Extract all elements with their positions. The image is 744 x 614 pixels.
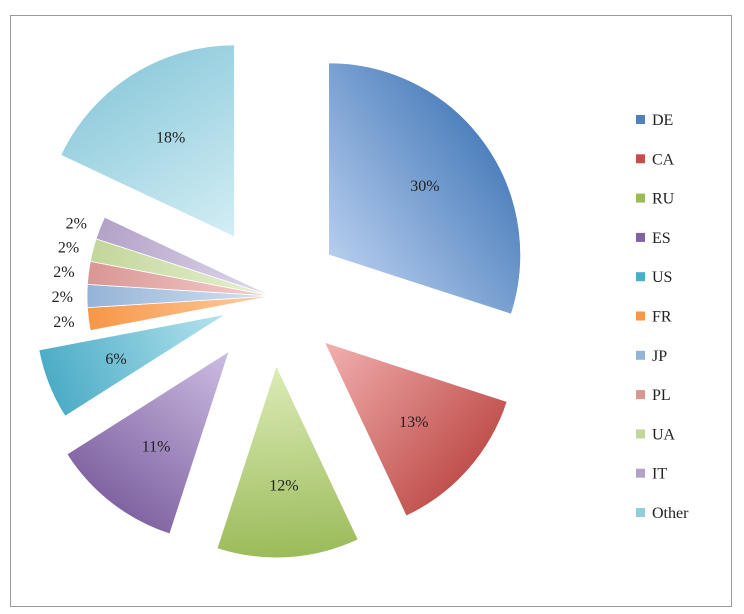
data-label-other: 18% [156,129,185,146]
legend-swatch-pl [636,390,645,400]
legend-swatch-es [636,232,645,242]
data-label-us: 6% [105,351,126,368]
pie-slice-de [328,62,521,315]
legend: DE CA RU ES US FR JP PL UA IT Other [636,112,689,522]
legend-swatch-ca [636,154,645,164]
pie-slice-es [66,350,230,535]
legend-label-jp: JP [652,348,667,365]
legend-label-it: IT [652,466,667,483]
legend-label-us: US [652,269,672,286]
legend-swatch-ru [636,193,645,203]
legend-swatch-us [636,272,645,282]
legend-label-ru: RU [652,191,675,208]
legend-label-other: Other [652,505,689,522]
pie-slices [38,44,521,559]
pie-slice-other [60,44,235,238]
pie-slice-ru [216,364,359,559]
data-label-ru: 12% [269,478,298,495]
data-label-es: 11% [142,438,171,455]
legend-swatch-it [636,468,645,478]
data-label-jp: 2% [52,289,73,306]
data-label-ua: 2% [58,240,79,257]
legend-swatch-de [636,115,645,124]
legend-label-ua: UA [652,426,676,443]
legend-label-ca: CA [652,151,675,168]
legend-label-es: ES [652,230,671,247]
pie-slice-us [38,314,226,417]
data-label-fr: 2% [53,314,74,331]
data-label-ca: 13% [399,414,428,431]
data-label-de: 30% [410,178,439,195]
legend-label-de: DE [652,112,673,129]
legend-swatch-fr [636,311,645,321]
data-label-it: 2% [66,216,87,233]
legend-swatch-other [636,508,645,517]
data-label-pl: 2% [53,264,74,281]
legend-swatch-jp [636,350,645,360]
legend-label-pl: PL [652,387,671,404]
legend-label-fr: FR [652,309,672,326]
legend-swatch-ua [636,429,645,439]
pie-slice-it [95,216,273,297]
pie-labels: 30% 13% 12% 11% 6% 2% 2% 2% 2% 2% 18% [52,129,440,494]
pie-slice-ca [323,341,508,517]
